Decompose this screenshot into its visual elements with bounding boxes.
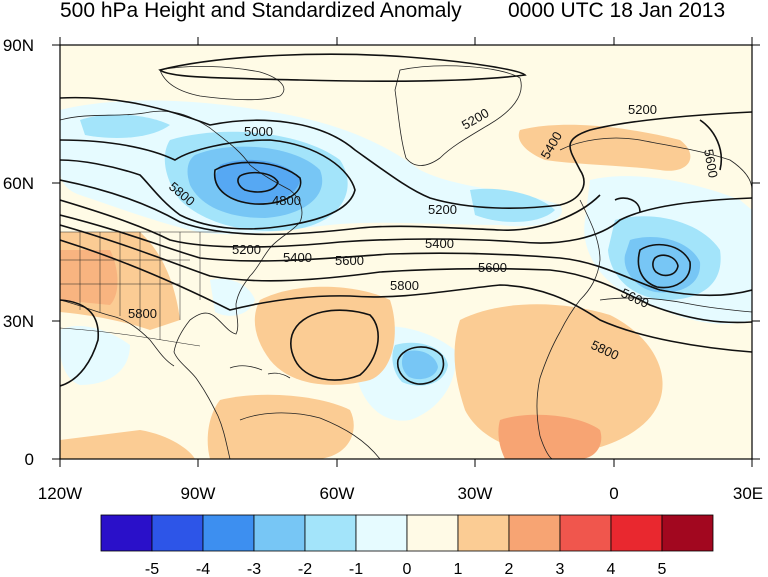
map-title: 500 hPa Height and Standardized Anomaly (60, 0, 462, 22)
axis-ticks (52, 37, 760, 467)
lon-label: 0 (609, 484, 618, 503)
lon-label: 60W (320, 484, 355, 503)
colorbar-tick-label: 4 (607, 561, 616, 577)
contour-label: 5800 (390, 278, 419, 293)
longitude-labels: 120W 90W 60W 30W 0 30E (38, 484, 763, 503)
colorbar-swatch (304, 514, 357, 552)
colorbar-labels: -5 -4 -3 -2 -1 0 1 2 3 4 5 (145, 561, 667, 577)
latitude-labels: 90N 60N 30N 0 (3, 36, 34, 469)
contour-label: 5600 (478, 260, 507, 275)
colorbar-swatch (508, 514, 561, 552)
colorbar-swatch (151, 514, 204, 552)
contour-label: 5200 (232, 242, 261, 257)
colorbar-swatch (610, 514, 663, 552)
colorbar-tick-label: 2 (505, 561, 514, 577)
map-timestamp: 0000 UTC 18 Jan 2013 (508, 0, 726, 22)
map-frame (59, 44, 753, 460)
lon-label: 120W (38, 484, 82, 503)
colorbar-tick-label: -2 (298, 561, 312, 577)
contour-label: 5200 (428, 202, 457, 217)
colorbar-tick-label: -3 (247, 561, 261, 577)
contour-label: 5800 (128, 306, 157, 321)
contour-label: 5600 (701, 148, 721, 179)
colorbar-tick-label: 0 (403, 561, 412, 577)
colorbar-tick-label: 5 (658, 561, 667, 577)
colorbar-swatch (100, 514, 153, 552)
colorbar-swatch (253, 514, 306, 552)
contour-label: 5400 (425, 236, 454, 251)
lon-label: 30W (458, 484, 493, 503)
political-borders (60, 231, 230, 347)
lat-label: 30N (3, 312, 34, 331)
lon-label: 90W (181, 484, 216, 503)
lat-label: 90N (3, 36, 34, 55)
colorbar-swatch (355, 514, 408, 552)
lat-label: 60N (3, 174, 34, 193)
colorbar-tick-label: 3 (556, 561, 565, 577)
height-contours (60, 53, 752, 387)
colorbar-swatch (457, 514, 510, 552)
lon-label: 30E (733, 484, 763, 503)
contour-label: 5000 (244, 124, 273, 139)
colorbar-swatch (406, 514, 459, 552)
colorbar-swatch (661, 514, 714, 552)
colorbar-tick-label: 1 (454, 561, 463, 577)
colorbar-swatch (559, 514, 612, 552)
contour-label: 5400 (283, 250, 312, 265)
contour-label: 4800 (272, 193, 301, 208)
colorbar-swatch (202, 514, 255, 552)
lat-label: 0 (25, 450, 34, 469)
contour-label: 5200 (628, 102, 657, 117)
colorbar-tick-label: -4 (196, 561, 210, 577)
colorbar (100, 514, 714, 552)
contour-label: 5600 (335, 253, 364, 268)
coastlines (60, 65, 752, 459)
colorbar-tick-label: -5 (145, 561, 159, 577)
colorbar-tick-label: -1 (349, 561, 363, 577)
